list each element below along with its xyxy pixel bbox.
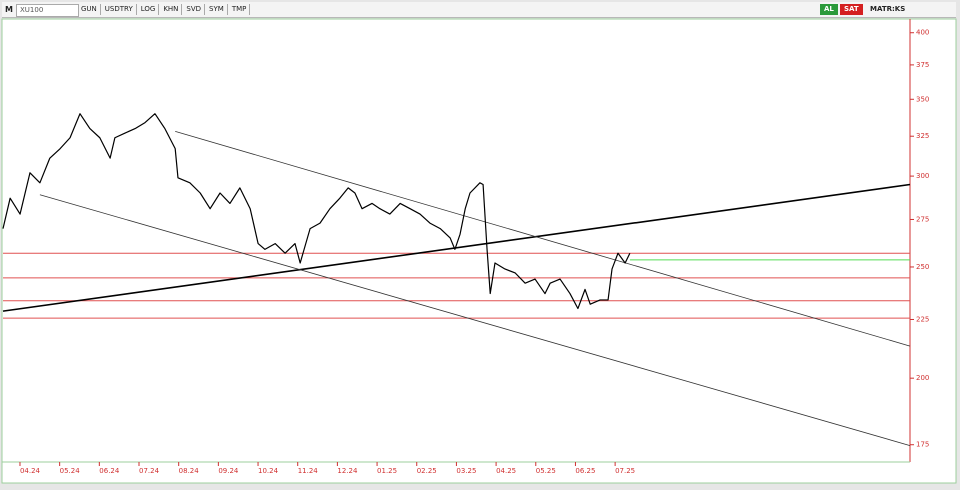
x-tick-label: 10.24	[258, 467, 279, 475]
buy-button[interactable]: AL	[820, 4, 838, 15]
x-tick-label: 06.24	[99, 467, 120, 475]
x-tick-label: 12.24	[337, 467, 358, 475]
trend-line	[175, 130, 911, 347]
x-tick-label: 04.25	[496, 467, 516, 475]
menu-icon[interactable]: M	[5, 5, 13, 14]
y-tick-label: 175	[916, 441, 929, 449]
x-tick-label: 06.25	[575, 467, 595, 475]
x-tick-label: 05.24	[60, 467, 81, 475]
x-tick-label: 09.24	[218, 467, 239, 475]
y-tick-label: 250	[916, 263, 929, 271]
x-tick-label: 04.24	[20, 467, 41, 475]
y-tick-label: 275	[916, 215, 929, 223]
y-tick-label: 400	[916, 29, 929, 37]
toolbar-button[interactable]: KHN	[160, 4, 183, 15]
sell-button[interactable]: SAT	[840, 4, 863, 15]
toolbar-button[interactable]: USDTRY	[102, 4, 137, 15]
x-tick-label: 01.25	[377, 467, 397, 475]
trend-line	[2, 183, 911, 312]
symbol-input[interactable]: XU100	[16, 4, 79, 17]
y-tick-label: 350	[916, 95, 929, 103]
y-tick-label: 325	[916, 132, 929, 140]
mode-label: MATR:KS	[870, 5, 906, 13]
y-tick-label: 375	[916, 61, 929, 69]
toolbar: M XU100 GUN USDTRY LOG KHN SVD SYM TMP AL SAT …	[2, 2, 956, 18]
x-tick-label: 08.24	[179, 467, 200, 475]
toolbar-button[interactable]: TMP	[229, 4, 251, 15]
x-tick-label: 03.25	[456, 467, 476, 475]
x-tick-label: 02.25	[417, 467, 437, 475]
toolbar-button[interactable]: GUN	[78, 4, 101, 15]
trend-line	[39, 194, 911, 446]
toolbar-button[interactable]: LOG	[138, 4, 160, 15]
toolbar-button[interactable]: SYM	[206, 4, 228, 15]
y-tick-label: 225	[916, 315, 929, 323]
y-tick-label: 200	[916, 374, 929, 382]
plot-background	[1, 18, 957, 484]
toolbar-button[interactable]: SVD	[183, 4, 206, 15]
x-tick-label: 05.25	[536, 467, 556, 475]
x-tick-label: 07.24	[139, 467, 160, 475]
x-tick-label: 07.25	[615, 467, 635, 475]
price-line	[2, 113, 631, 310]
y-tick-label: 300	[916, 172, 929, 180]
x-tick-label: 11.24	[298, 467, 319, 475]
